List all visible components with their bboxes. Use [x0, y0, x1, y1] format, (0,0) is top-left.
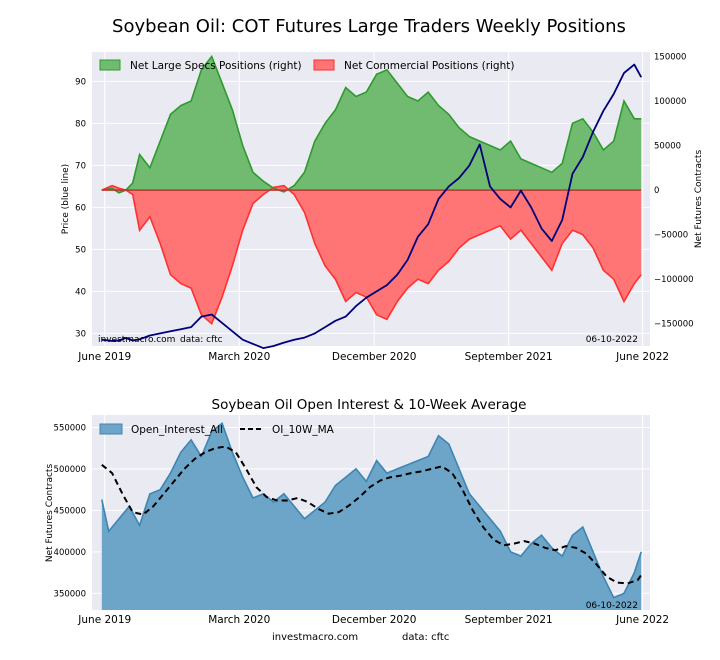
x-tick-oi: June 2022	[615, 614, 669, 626]
legend-swatch-specs	[99, 59, 121, 71]
y-axis-right-label: Net Futures Contracts	[694, 150, 704, 249]
legend: Net Large Specs Positions (right) Net Co…	[99, 59, 514, 72]
x-axis-ticks: June 2019 March 2020 December 2020 Septembe…	[77, 351, 669, 363]
watermark-site: investmacro.com	[98, 335, 175, 345]
y-tick-right: 100000	[654, 97, 686, 107]
y-axis-right-ticks: −150000 −100000 −50000 0 50000 100000 150000	[654, 52, 694, 329]
chart-title-oi: Soybean Oil Open Interest & 10-Week Aver…	[212, 397, 527, 413]
y-tick-right: 50000	[654, 142, 681, 152]
y-tick-left: 80	[75, 119, 86, 129]
x-tick-oi: December 2020	[332, 614, 417, 626]
specs-line	[101, 54, 642, 194]
watermark-data: data: cftc	[180, 335, 223, 345]
legend-swatch-oi	[99, 423, 123, 435]
x-tick: June 2019	[77, 351, 131, 363]
y-tick-oi: 450000	[54, 506, 86, 516]
x-tick: September 2021	[465, 351, 553, 363]
price-line	[101, 63, 642, 349]
x-tick-oi: June 2019	[77, 614, 131, 626]
legend-swatch-comm	[313, 59, 335, 71]
y-tick-left: 50	[75, 245, 86, 255]
y-axis-left-ticks: 30 40 50 60 70 80 90	[75, 77, 86, 339]
footer-data: data: cftc	[402, 632, 449, 643]
commercial-area	[101, 185, 642, 324]
chart-title: Soybean Oil: COT Futures Large Traders W…	[112, 16, 626, 37]
x-tick: June 2022	[615, 351, 669, 363]
y-tick-oi: 550000	[54, 423, 86, 433]
cot-positions-chart: Soybean Oil: COT Futures Large Traders W…	[61, 16, 704, 363]
open-interest-chart: Soybean Oil Open Interest & 10-Week Aver…	[45, 397, 669, 626]
legend-oi: Open_Interest_All OI_10W_MA	[99, 423, 335, 436]
oi-area-group	[101, 421, 643, 610]
y-axis-label-oi: Net Futures Contracts	[45, 464, 55, 563]
legend-label-comm: Net Commercial Positions (right)	[344, 60, 514, 72]
y-tick-right: −100000	[654, 275, 694, 285]
x-tick-oi: March 2020	[208, 614, 270, 626]
y-tick-left: 70	[75, 161, 86, 171]
legend-label-oi: Open_Interest_All	[131, 424, 223, 436]
price-line-group	[101, 63, 642, 349]
x-tick: March 2020	[208, 351, 270, 363]
x-tick-oi: September 2021	[465, 614, 553, 626]
legend-label-ma: OI_10W_MA	[272, 424, 335, 436]
y-tick-left: 40	[75, 287, 86, 297]
date-label: 06-10-2022	[586, 335, 638, 345]
footer-site: investmacro.com	[272, 632, 358, 643]
y-tick-right: −150000	[654, 320, 694, 330]
y-tick-oi: 500000	[54, 465, 86, 475]
specs-area	[101, 56, 642, 193]
y-tick-right: 150000	[654, 52, 686, 62]
y-tick-left: 90	[75, 77, 86, 87]
y-tick-oi: 400000	[54, 548, 86, 558]
y-tick-oi: 350000	[54, 589, 86, 599]
y-axis-left-label: Price (blue line)	[61, 164, 71, 234]
x-axis-ticks-oi: June 2019 March 2020 December 2020 Septembe…	[77, 614, 669, 626]
y-tick-right: 0	[654, 186, 659, 196]
x-tick: December 2020	[332, 351, 417, 363]
date-label-oi: 06-10-2022	[586, 601, 638, 611]
y-tick-right: −50000	[654, 231, 688, 241]
position-areas	[101, 54, 642, 326]
oi-area	[101, 423, 642, 610]
ma-line	[101, 445, 643, 585]
y-tick-left: 30	[75, 329, 86, 339]
legend-label-specs: Net Large Specs Positions (right)	[130, 60, 302, 72]
y-axis-ticks-oi: 350000 400000 450000 500000 550000	[54, 423, 86, 599]
y-tick-left: 60	[75, 203, 86, 213]
